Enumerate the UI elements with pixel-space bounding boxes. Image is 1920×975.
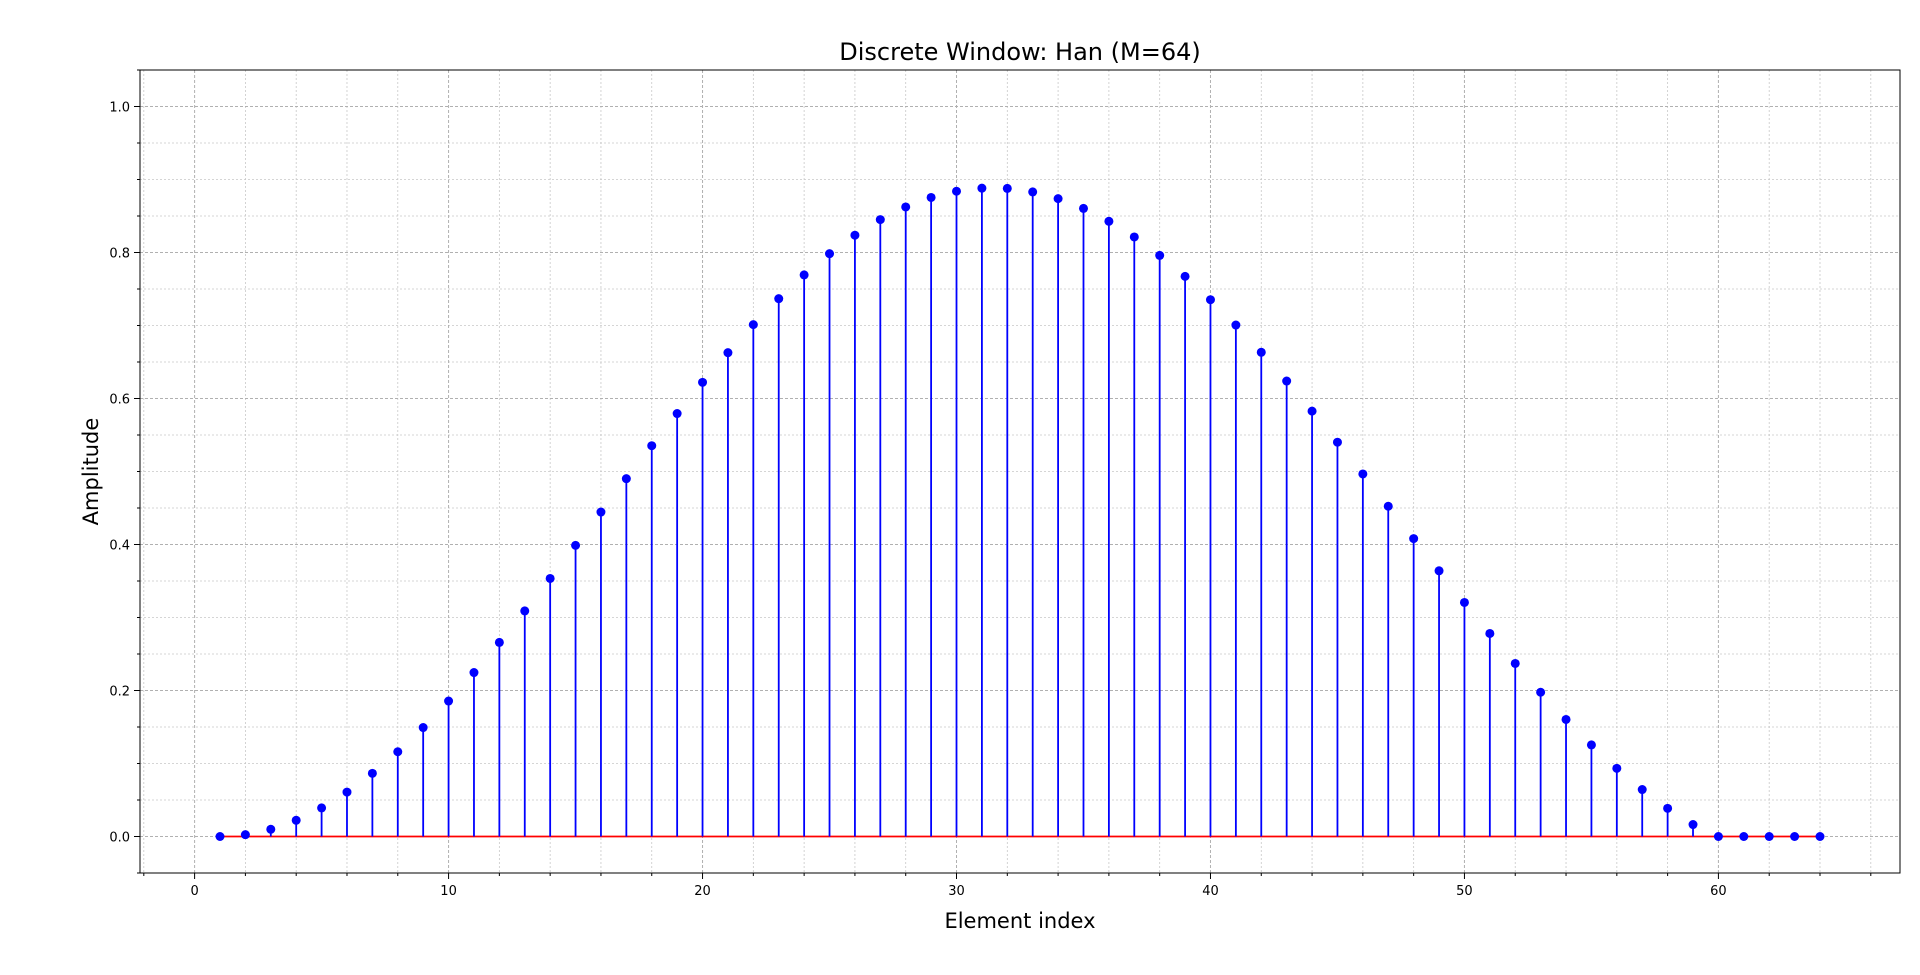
stem-marker (240, 830, 250, 840)
y-tick-label: 1.0 (109, 101, 130, 116)
stem-marker (952, 186, 962, 196)
markers (215, 183, 1825, 841)
stem-marker (215, 832, 225, 841)
stem-marker (1180, 271, 1190, 281)
stem-marker (494, 637, 504, 647)
ticks: 0 10 20 30 40 50 60 0.0 0.2 0.4 0.6 0.8 1.0 (109, 69, 1872, 899)
stem-marker (1739, 832, 1749, 841)
stem-marker (1663, 803, 1673, 813)
x-axis-title: Element index (944, 909, 1095, 933)
stem-marker (723, 348, 733, 358)
stem-marker (1053, 194, 1063, 204)
stem-marker (977, 183, 987, 193)
stem-marker (875, 215, 885, 225)
stem-marker (545, 573, 555, 583)
stem-marker (1536, 687, 1546, 697)
x-tick-label: 30 (948, 884, 965, 899)
stem-marker (1104, 216, 1114, 226)
stem-marker (1688, 820, 1698, 830)
stem-marker (1485, 628, 1495, 638)
stem-marker (1358, 469, 1368, 479)
stems (244, 188, 1694, 837)
stem-marker (1790, 832, 1800, 841)
stem-marker (1510, 658, 1520, 668)
stem-marker (1028, 187, 1038, 197)
stem-marker (698, 377, 708, 387)
stem-marker (1409, 534, 1419, 544)
x-tick-label: 0 (190, 884, 198, 899)
stem-marker (1231, 320, 1241, 330)
stem-marker (1205, 295, 1215, 305)
stem-marker (1459, 597, 1469, 607)
stem-marker (850, 230, 860, 240)
stem-marker (825, 249, 835, 259)
y-tick-label: 0.4 (109, 539, 130, 554)
stem-marker (367, 768, 377, 778)
stem-marker (342, 787, 352, 797)
stem-marker (444, 696, 454, 706)
stem-marker (672, 409, 682, 419)
stem-marker (1332, 437, 1342, 447)
x-tick-label: 60 (1710, 884, 1727, 899)
y-tick-label: 0.0 (109, 831, 130, 846)
stem-marker (571, 540, 581, 550)
stem-marker (1586, 740, 1596, 750)
stem-marker (1002, 183, 1012, 193)
stem-marker (1637, 785, 1647, 795)
stem-marker (291, 815, 301, 825)
stem-marker (774, 294, 784, 304)
stem-marker (1561, 714, 1571, 724)
y-tick-label: 0.8 (109, 247, 130, 262)
stem-marker (1282, 376, 1292, 386)
stem-marker (926, 192, 936, 202)
y-axis-title: Amplitude (79, 418, 103, 526)
x-tick-label: 10 (440, 884, 457, 899)
stem-marker (1256, 347, 1266, 357)
stem-marker (1307, 406, 1317, 416)
stem-marker (418, 723, 428, 733)
stem-marker (1434, 566, 1444, 576)
stem-marker (621, 474, 631, 484)
stem-marker (647, 441, 657, 451)
stem-marker (901, 202, 911, 212)
stem-marker (1155, 250, 1165, 260)
stem-marker (1815, 832, 1825, 841)
x-tick-label: 50 (1456, 884, 1473, 899)
y-tick-label: 0.2 (109, 685, 130, 700)
stem-marker (469, 668, 479, 678)
stem-marker (1078, 203, 1088, 213)
y-tick-label: 0.6 (109, 393, 130, 408)
stem-marker (520, 606, 530, 616)
stem-marker (266, 824, 276, 834)
stem-marker (748, 320, 758, 330)
stem-marker (1713, 832, 1723, 841)
chart-title: Discrete Window: Han (M=64) (839, 38, 1200, 66)
x-tick-label: 20 (694, 884, 711, 899)
stem-marker (1612, 763, 1622, 773)
stem-marker (317, 803, 327, 813)
stem-marker (1383, 501, 1393, 511)
x-tick-label: 40 (1202, 884, 1219, 899)
stem-marker (1129, 232, 1139, 242)
stem-marker (393, 747, 403, 757)
stem-marker (1764, 832, 1774, 841)
stem-marker (799, 270, 809, 280)
stem-marker (596, 507, 606, 517)
